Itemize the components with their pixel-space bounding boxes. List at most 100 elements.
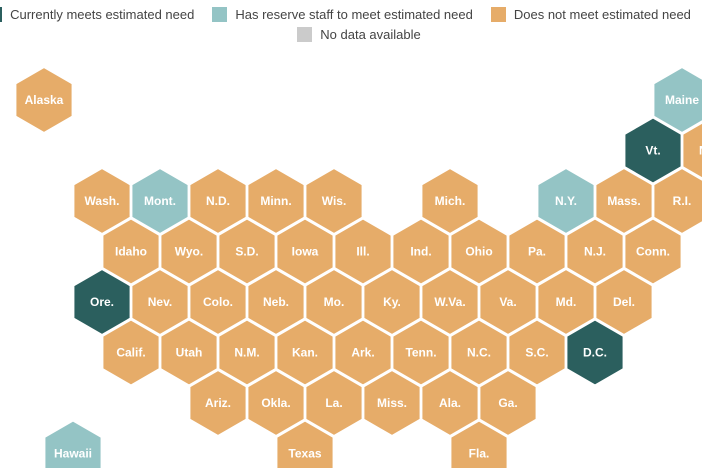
state-tile-mich: Mich. — [420, 166, 480, 236]
state-label-wyo: Wyo. — [175, 245, 203, 259]
state-hex-alaska — [14, 65, 74, 135]
state-label-mont: Mont. — [144, 194, 176, 208]
state-label-n-m: N.M. — [234, 346, 259, 360]
state-tile-wis: Wis. — [304, 166, 364, 236]
state-label-n-y: N.Y. — [555, 194, 577, 208]
legend-item-meets: Currently meets estimated need — [0, 7, 194, 22]
state-label-idaho: Idaho — [115, 245, 147, 259]
state-label-utah: Utah — [176, 346, 203, 360]
state-hex-conn — [623, 217, 683, 286]
state-label-s-d: S.D. — [235, 245, 258, 259]
state-label-calif: Calif. — [116, 346, 145, 360]
state-label-n-j: N.J. — [584, 245, 606, 259]
state-label-nev: Nev. — [148, 295, 172, 309]
state-label-colo: Colo. — [203, 295, 233, 309]
state-tile-n-m: N.M. — [217, 318, 277, 387]
state-label-mich: Mich. — [435, 194, 466, 208]
state-label-la: La. — [325, 396, 342, 410]
state-hex-mich — [420, 166, 480, 236]
state-label-tenn: Tenn. — [405, 346, 436, 360]
state-tile-idaho: Idaho — [101, 217, 161, 286]
legend-swatch-not-meet — [490, 7, 506, 22]
state-tile-alaska: Alaska — [14, 65, 74, 135]
state-label-ala: Ala. — [439, 396, 461, 410]
legend-swatch-no-data — [297, 27, 313, 42]
state-tile-r-i: R.I. — [652, 166, 702, 236]
state-label-n-c: N.C. — [467, 346, 491, 360]
state-label-pa: Pa. — [528, 245, 546, 259]
state-tile-d-c: D.C. — [565, 318, 625, 387]
state-tile-fla: Fla. — [449, 419, 509, 468]
legend-item-not-meet: Does not meet estimated need — [490, 7, 691, 22]
state-label-ill: Ill. — [356, 245, 369, 259]
state-hex-maine — [652, 65, 702, 135]
state-hex-n-h — [681, 121, 702, 180]
legend-label-reserve: Has reserve staff to meet estimated need — [235, 7, 473, 22]
state-tile-iowa: Iowa — [275, 217, 335, 286]
state-label-w-va: W.Va. — [434, 295, 465, 309]
state-label-del: Del. — [613, 295, 635, 309]
legend-swatch-reserve — [212, 7, 228, 22]
state-label-ore: Ore. — [90, 295, 114, 309]
state-label-neb: Neb. — [263, 295, 289, 309]
state-label-md: Md. — [556, 295, 577, 309]
state-tile-s-c: S.C. — [507, 318, 567, 387]
state-hex-del — [594, 267, 654, 337]
state-tile-n-h: N.H. — [681, 121, 702, 180]
state-tile-n-d: N.D. — [188, 166, 248, 236]
state-tile-maine: Maine — [652, 65, 702, 135]
state-tile-vt: Vt. — [623, 116, 683, 185]
state-label-conn: Conn. — [636, 245, 670, 259]
state-label-n-d: N.D. — [206, 194, 230, 208]
state-hex-r-i — [652, 166, 702, 236]
state-label-ark: Ark. — [351, 346, 374, 360]
state-hex-ga — [478, 368, 538, 438]
state-tile-neb: Neb. — [246, 267, 306, 337]
state-hex-hawaii — [43, 419, 103, 468]
legend-label-not-meet: Does not meet estimated need — [513, 7, 691, 22]
state-label-mass: Mass. — [607, 194, 640, 208]
state-label-d-c: D.C. — [583, 346, 607, 360]
state-tile-del: Del. — [594, 267, 654, 337]
state-hex-wis — [304, 166, 364, 236]
state-label-hawaii: Hawaii — [54, 447, 92, 461]
state-label-wash: Wash. — [85, 194, 120, 208]
state-label-r-i: R.I. — [673, 194, 692, 208]
state-label-alaska: Alaska — [25, 93, 64, 107]
state-tile-w-va: W.Va. — [420, 267, 480, 337]
state-label-maine: Maine — [665, 93, 699, 107]
state-hex-d-c — [565, 318, 625, 387]
legend: Currently meets estimated need Has reser… — [0, 0, 702, 48]
state-tile-n-y: N.Y. — [536, 166, 596, 236]
state-label-kan: Kan. — [292, 346, 318, 360]
state-label-s-c: S.C. — [525, 346, 548, 360]
state-hex-fla — [449, 419, 509, 468]
state-label-mo: Mo. — [324, 295, 345, 309]
state-label-ind: Ind. — [410, 245, 431, 259]
state-label-okla: Okla. — [261, 396, 290, 410]
legend-item-no-data: No data available — [297, 27, 421, 42]
state-label-ga: Ga. — [498, 396, 517, 410]
state-label-va: Va. — [499, 295, 516, 309]
state-tile-n-c: N.C. — [449, 318, 509, 387]
state-tile-mont: Mont. — [130, 166, 190, 236]
state-label-fla: Fla. — [469, 447, 490, 461]
state-label-wis: Wis. — [322, 194, 347, 208]
state-tile-hawaii: Hawaii — [43, 419, 103, 468]
state-tile-ala: Ala. — [420, 368, 480, 438]
state-label-ky: Ky. — [383, 295, 401, 309]
state-label-iowa: Iowa — [292, 245, 319, 259]
state-label-n-h: N.H. — [699, 144, 702, 158]
state-tile-colo: Colo. — [188, 267, 248, 337]
legend-row-secondary: No data available — [8, 27, 702, 42]
legend-label-no-data: No data available — [320, 27, 421, 42]
state-label-vt: Vt. — [645, 144, 660, 158]
state-tile-va: Va. — [478, 267, 538, 337]
legend-row-primary: Currently meets estimated need Has reser… — [0, 7, 691, 22]
state-tile-texas: Texas — [275, 419, 335, 468]
state-tile-ga: Ga. — [478, 368, 538, 438]
legend-swatch-meets — [0, 7, 3, 22]
state-label-miss: Miss. — [377, 396, 407, 410]
legend-label-meets: Currently meets estimated need — [10, 7, 195, 22]
